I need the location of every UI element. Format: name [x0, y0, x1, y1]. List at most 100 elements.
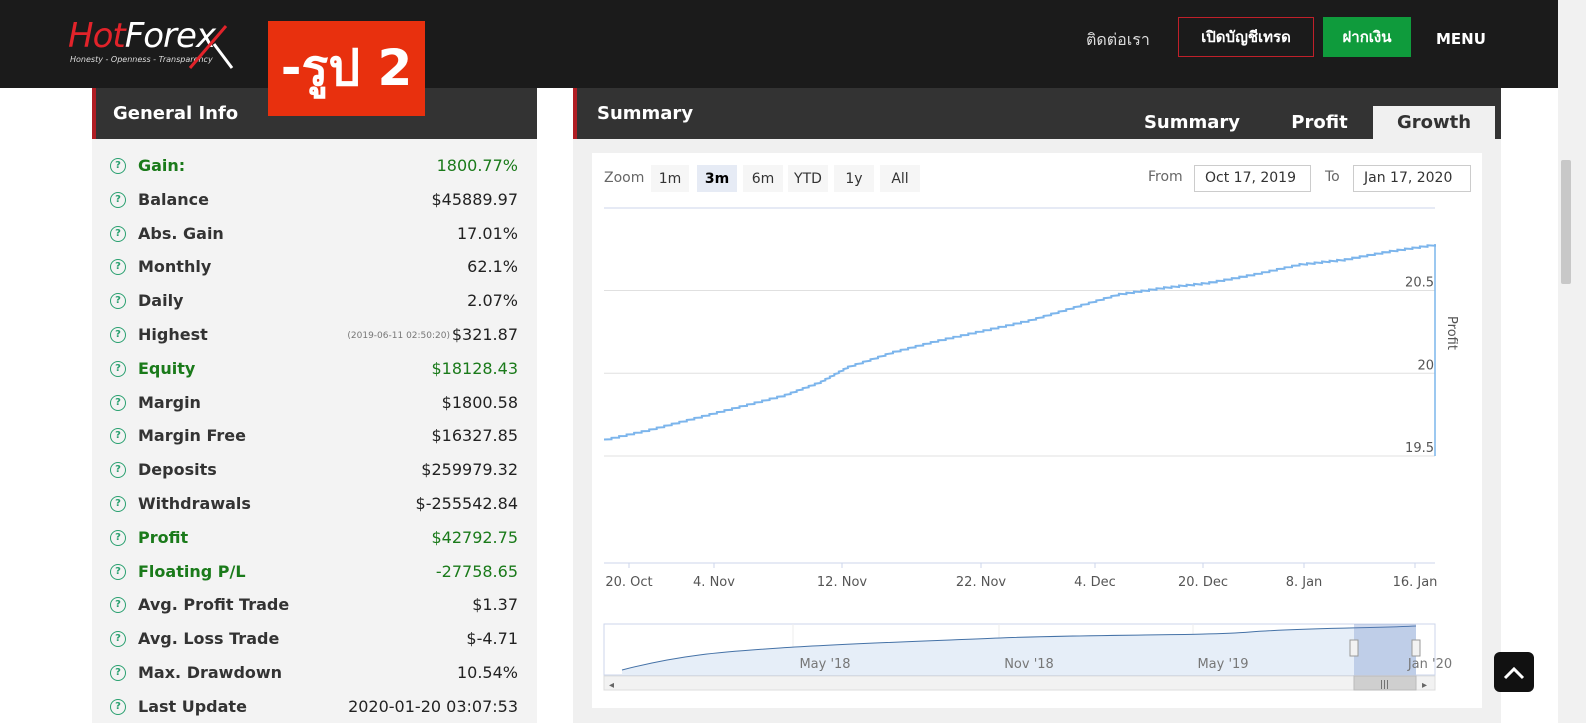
- general-info-label: Highest: [138, 324, 208, 344]
- scrollbar-grip-icon: |||: [1380, 680, 1389, 690]
- general-info-value: $16327.85: [431, 426, 518, 446]
- x-tick-label: 20. Oct: [605, 575, 652, 590]
- zoom-label: Zoom: [604, 170, 645, 186]
- general-info-row: ? Gain: 1800.77%: [92, 150, 537, 184]
- x-tick-label: 16. Jan: [1393, 575, 1438, 590]
- zoom-6m-button[interactable]: 6m: [743, 165, 783, 192]
- navigator-tick-label: May '18: [799, 657, 850, 672]
- navigator-selected-range: [1354, 624, 1416, 675]
- general-info-label: Profit: [138, 527, 189, 547]
- general-info-value: $321.87: [451, 324, 518, 344]
- y-axis-title: Profit: [1444, 316, 1459, 350]
- general-info-value: 1800.77%: [436, 156, 518, 175]
- general-info-row: ? Highest $321.87 (2019-06-11 02:50:20): [92, 319, 537, 353]
- tab-summary[interactable]: Summary: [1143, 112, 1241, 133]
- general-info-label: Avg. Profit Trade: [138, 595, 290, 615]
- page-scrollbar[interactable]: [1558, 0, 1586, 723]
- navigator-left-handle: [1349, 639, 1359, 657]
- help-icon[interactable]: ?: [110, 191, 126, 208]
- navigator-series-area: [622, 626, 1416, 675]
- general-info-label: Margin: [138, 392, 201, 412]
- help-icon[interactable]: ?: [110, 597, 126, 614]
- help-icon[interactable]: ?: [110, 225, 126, 242]
- x-tick-label: 4. Nov: [693, 575, 735, 590]
- general-info-row: ? Monthly 62.1%: [92, 251, 537, 285]
- zoom-1y-button[interactable]: 1y: [834, 165, 874, 192]
- help-icon[interactable]: ?: [110, 158, 126, 174]
- nav-contact-link[interactable]: ติดต่อเรา: [1086, 30, 1150, 49]
- zoom-3m-button[interactable]: 3m: [697, 165, 737, 192]
- help-icon[interactable]: ?: [110, 664, 126, 681]
- general-info-label: Last Update: [138, 696, 247, 716]
- navigator-right-handle: [1411, 639, 1421, 657]
- help-icon[interactable]: ?: [110, 326, 126, 343]
- menu-button[interactable]: MENU: [1436, 30, 1486, 48]
- general-info-row: ? Avg. Profit Trade $1.37: [92, 589, 537, 623]
- x-tick-label: 4. Dec: [1074, 575, 1116, 590]
- tab-growth[interactable]: Growth: [1373, 106, 1495, 139]
- general-info-value: 17.01%: [456, 223, 518, 243]
- general-info-value: 10.54%: [456, 662, 518, 682]
- general-info-note: (2019-06-11 02:50:20): [347, 330, 450, 341]
- tab-profit[interactable]: Profit: [1291, 112, 1348, 133]
- general-info-row: ? Margin Free $16327.85: [92, 420, 537, 454]
- general-info-value: 62.1%: [467, 257, 518, 277]
- open-account-button[interactable]: เปิดบัญชีเทรด: [1178, 17, 1314, 57]
- general-info-label: Abs. Gain: [138, 223, 224, 243]
- general-info-label: Deposits: [138, 460, 217, 480]
- navigator-series-line: [621, 625, 1417, 671]
- help-icon[interactable]: ?: [110, 563, 126, 580]
- general-info-value: -27758.65: [435, 561, 518, 581]
- general-info-label: Margin Free: [138, 426, 247, 446]
- general-info-row: ? Margin $1800.58: [92, 387, 537, 421]
- y-tick-label: 20.5: [1405, 276, 1434, 291]
- navigator-scrollbar-track: [603, 675, 1436, 691]
- general-info-panel: [92, 88, 537, 723]
- summary-header: Summary Summary Profit Growth: [573, 88, 1501, 139]
- general-info-row: ? Abs. Gain 17.01%: [92, 218, 537, 252]
- general-info-value: $45889.97: [431, 189, 518, 209]
- help-icon[interactable]: ?: [110, 631, 126, 648]
- general-info-label: Max. Drawdown: [138, 662, 283, 682]
- y-tick-label: 19.5: [1405, 441, 1434, 456]
- help-icon[interactable]: ?: [110, 462, 126, 479]
- growth-series-line: [603, 244, 1436, 441]
- help-icon[interactable]: ?: [110, 259, 126, 276]
- help-icon[interactable]: ?: [110, 428, 126, 445]
- general-info-value: 2020-01-20 03:07:53: [348, 696, 518, 716]
- zoom-1m-button[interactable]: 1m: [651, 165, 689, 192]
- logo-swoosh-icon: [188, 25, 234, 69]
- navigator-tick-label: May '19: [1197, 657, 1248, 672]
- page-scrollbar-thumb[interactable]: [1561, 160, 1571, 284]
- hotforex-logo[interactable]: HotForex Honesty - Openness - Transparen…: [68, 16, 234, 69]
- x-tick-label: 12. Nov: [817, 575, 867, 590]
- x-tick-label: 20. Dec: [1178, 575, 1228, 590]
- navigator-tick-label: Nov '18: [1004, 657, 1054, 672]
- from-label: From: [1148, 169, 1183, 185]
- general-info-row: ? Daily 2.07%: [92, 285, 537, 319]
- help-icon[interactable]: ?: [110, 698, 126, 715]
- zoom-ytd-button[interactable]: YTD: [788, 165, 828, 192]
- general-info-row: ? Avg. Loss Trade $-4.71: [92, 623, 537, 657]
- general-info-row: ? Equity $18128.43: [92, 353, 537, 387]
- help-icon[interactable]: ?: [110, 529, 126, 546]
- help-icon[interactable]: ?: [110, 360, 126, 377]
- from-date-input[interactable]: Oct 17, 2019: [1194, 165, 1311, 192]
- y-tick-label: 20: [1417, 358, 1434, 373]
- navigator-scrollbar-thumb: [1353, 675, 1417, 691]
- general-info-value: $1800.58: [441, 392, 518, 412]
- general-info-label: Floating P/L: [138, 561, 246, 581]
- help-icon[interactable]: ?: [110, 293, 126, 310]
- general-info-label: Monthly: [138, 257, 212, 277]
- logo-tagline: Honesty - Openness - Transparency: [70, 55, 213, 64]
- scroll-right-arrow-icon: ▸: [1422, 680, 1427, 691]
- deposit-button[interactable]: ฝากเงิน: [1323, 17, 1411, 57]
- general-info-label: Daily: [138, 291, 184, 311]
- help-icon[interactable]: ?: [110, 394, 126, 411]
- general-info-value: $1.37: [472, 595, 518, 615]
- general-info-row: ? Deposits $259979.32: [92, 454, 537, 488]
- zoom-all-button[interactable]: All: [880, 165, 920, 192]
- to-date-input[interactable]: Jan 17, 2020: [1353, 165, 1471, 192]
- help-icon[interactable]: ?: [110, 495, 126, 512]
- general-info-value: $259979.32: [421, 460, 518, 480]
